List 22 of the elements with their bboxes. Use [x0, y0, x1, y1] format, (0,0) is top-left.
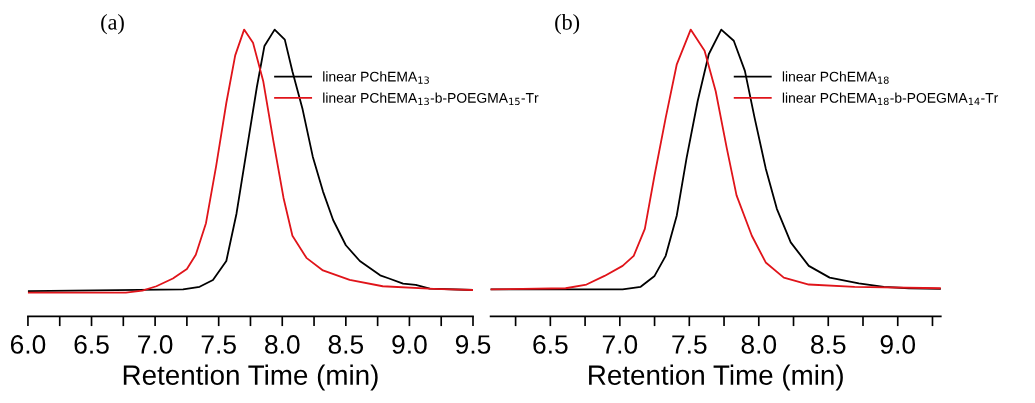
annotation: (a): [101, 14, 124, 35]
x-axis-title: Retention Time (min): [123, 364, 378, 391]
legend-label: linear PChEMA$_{18}$-b-POEGMA$_{14}$-Tr: [782, 92, 999, 106]
x-tick-label: 8.0: [741, 335, 777, 354]
x-tick-label: 9.5: [455, 335, 491, 354]
x-tick-label: 7.5: [672, 335, 707, 354]
legend-label: linear PChEMA$_{13}$: [323, 71, 429, 84]
x-tick-label: 9.0: [392, 335, 427, 354]
x-tick-label: 6.5: [74, 335, 109, 354]
x-tick-label: 7.0: [138, 335, 173, 354]
x-tick-label: 8.5: [328, 335, 364, 354]
x-tick-label: 6.5: [533, 335, 568, 354]
x-axis-title: Retention Time (min): [589, 364, 843, 391]
legend-label: linear PChEMA$_{13}$-b-POEGMA$_{15}$-Tr: [323, 92, 539, 106]
x-tick-label: 7.0: [602, 335, 638, 354]
annotation: (b): [555, 14, 580, 35]
x-tick-label: 8.5: [811, 335, 846, 354]
x-tick-label: 6.0: [10, 335, 46, 354]
x-tick-label: 7.5: [201, 335, 236, 354]
x-tick-label: 9.0: [880, 335, 916, 354]
legend-label: linear PChEMA$_{18}$: [782, 71, 889, 84]
x-tick-label: 8.0: [265, 335, 300, 354]
